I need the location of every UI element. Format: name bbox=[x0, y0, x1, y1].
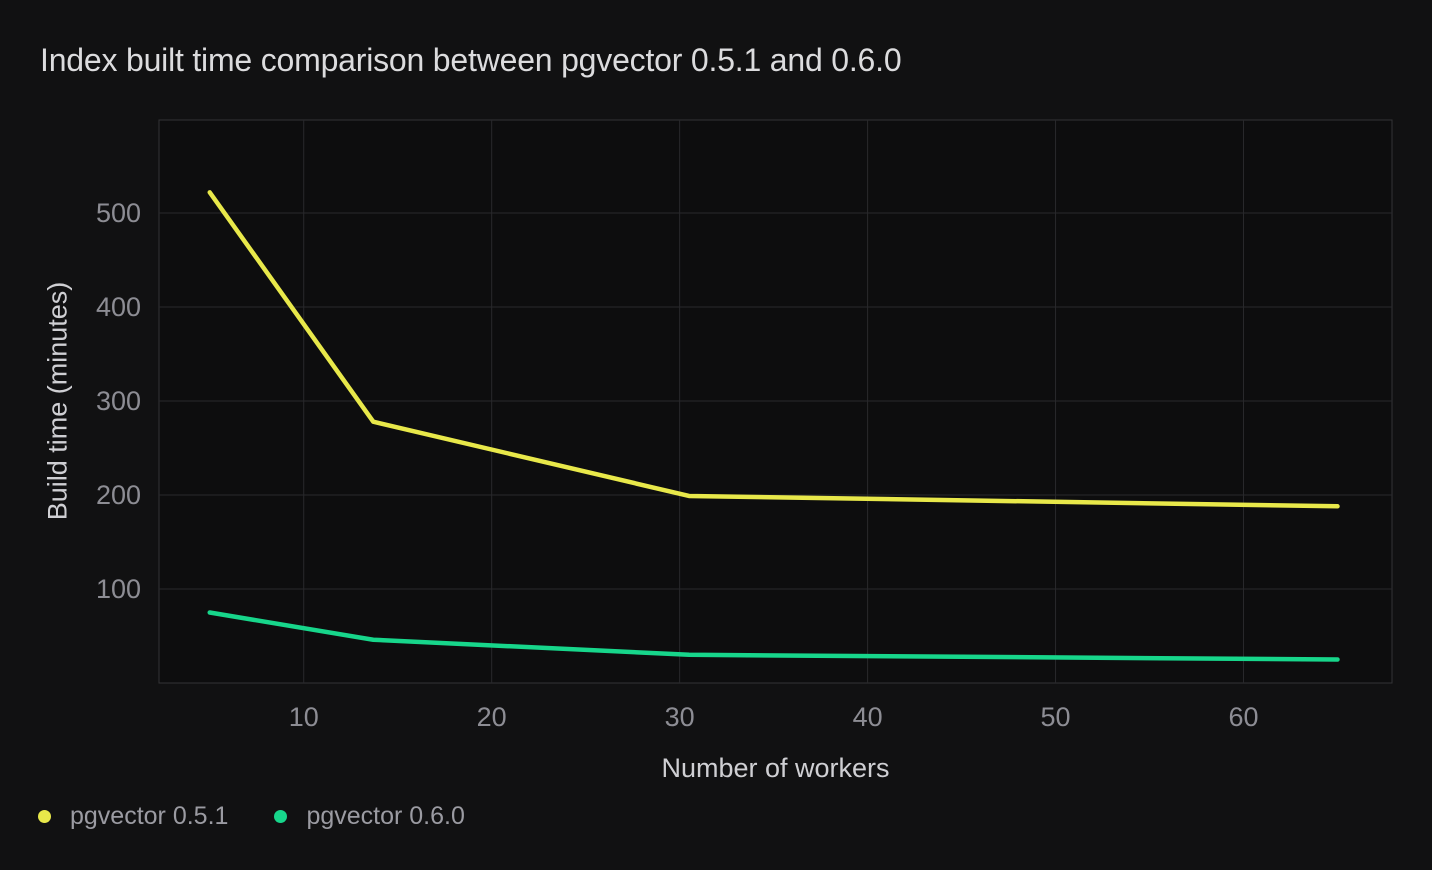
legend-label-pgvector-0.6.0: pgvector 0.6.0 bbox=[306, 802, 465, 830]
x-tick-label: 10 bbox=[289, 702, 319, 732]
legend-item-pgvector-0.5.1[interactable]: pgvector 0.5.1 bbox=[38, 802, 228, 831]
legend-dot-pgvector-0.5.1-icon bbox=[38, 810, 51, 823]
series-line-pgvector-0.5.1 bbox=[207, 190, 1340, 509]
series-line-pgvector-0.6.0 bbox=[207, 610, 1340, 662]
legend: pgvector 0.5.1 pgvector 0.6.0 bbox=[38, 802, 465, 831]
legend-dot-pgvector-0.6.0-icon bbox=[274, 810, 288, 823]
x-tick-label: 50 bbox=[1041, 702, 1071, 732]
legend-item-pgvector-0.6.0[interactable]: pgvector 0.6.0 bbox=[274, 802, 465, 831]
y-tick-label: 200 bbox=[96, 480, 141, 510]
x-tick-label: 20 bbox=[477, 702, 507, 732]
legend-label-pgvector-0.5.1: pgvector 0.5.1 bbox=[70, 802, 229, 830]
x-axis-title: Number of workers bbox=[661, 753, 890, 783]
x-tick-label: 60 bbox=[1228, 702, 1258, 732]
y-tick-label: 400 bbox=[96, 292, 141, 322]
x-tick-label: 40 bbox=[853, 702, 883, 732]
x-tick-label: 30 bbox=[665, 702, 695, 732]
y-tick-label: 100 bbox=[96, 574, 141, 604]
y-tick-label: 300 bbox=[96, 386, 141, 416]
chart-title: Index built time comparison between pgve… bbox=[40, 42, 902, 78]
y-axis-title: Build time (minutes) bbox=[42, 281, 73, 521]
y-tick-label: 500 bbox=[96, 198, 141, 228]
